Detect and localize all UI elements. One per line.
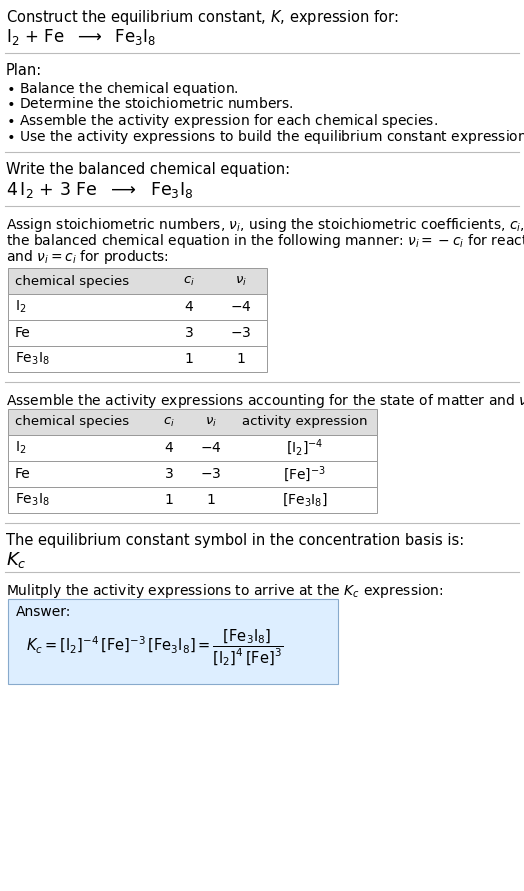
- Text: 1: 1: [236, 352, 245, 366]
- Text: chemical species: chemical species: [15, 415, 129, 429]
- Text: Fe: Fe: [15, 467, 31, 481]
- Text: $\bullet$ Determine the stoichiometric numbers.: $\bullet$ Determine the stoichiometric n…: [6, 96, 293, 111]
- Text: $\bullet$ Balance the chemical equation.: $\bullet$ Balance the chemical equation.: [6, 80, 239, 98]
- Bar: [8, 487, 377, 513]
- Text: the balanced chemical equation in the following manner: $\nu_i = -c_i$ for react: the balanced chemical equation in the fo…: [6, 232, 524, 250]
- Bar: [8, 346, 267, 372]
- Text: $-4$: $-4$: [200, 441, 222, 455]
- Text: Answer:: Answer:: [16, 605, 71, 619]
- Text: $\nu_i$: $\nu_i$: [235, 274, 247, 288]
- Text: 4: 4: [165, 441, 173, 455]
- Text: Assemble the activity expressions accounting for the state of matter and $\nu_i$: Assemble the activity expressions accoun…: [6, 392, 524, 410]
- Text: $[\mathrm{Fe}]^{-3}$: $[\mathrm{Fe}]^{-3}$: [283, 464, 326, 484]
- Text: $-4$: $-4$: [230, 300, 252, 314]
- Text: $K_c$: $K_c$: [6, 550, 27, 570]
- Text: activity expression: activity expression: [242, 415, 367, 429]
- Text: Fe: Fe: [15, 326, 31, 340]
- Text: $\bullet$ Assemble the activity expression for each chemical species.: $\bullet$ Assemble the activity expressi…: [6, 112, 438, 130]
- Bar: [8, 409, 377, 435]
- Text: The equilibrium constant symbol in the concentration basis is:: The equilibrium constant symbol in the c…: [6, 533, 464, 548]
- Text: and $\nu_i = c_i$ for products:: and $\nu_i = c_i$ for products:: [6, 248, 169, 266]
- Text: 1: 1: [165, 493, 173, 507]
- Text: Write the balanced chemical equation:: Write the balanced chemical equation:: [6, 162, 290, 177]
- Text: $-3$: $-3$: [200, 467, 222, 481]
- Bar: [8, 435, 377, 461]
- Text: $\mathrm{Fe_3I_8}$: $\mathrm{Fe_3I_8}$: [15, 351, 50, 367]
- Text: $\mathrm{I_2}$: $\mathrm{I_2}$: [15, 298, 26, 315]
- Text: $\mathrm{I_2}$ + Fe  $\longrightarrow$  $\mathrm{Fe_3I_8}$: $\mathrm{I_2}$ + Fe $\longrightarrow$ $\…: [6, 27, 156, 47]
- Text: $-3$: $-3$: [231, 326, 252, 340]
- Bar: [8, 461, 377, 487]
- Text: 1: 1: [184, 352, 193, 366]
- Text: Construct the equilibrium constant, $K$, expression for:: Construct the equilibrium constant, $K$,…: [6, 8, 399, 27]
- Text: $[\mathrm{Fe_3I_8}]$: $[\mathrm{Fe_3I_8}]$: [281, 492, 328, 509]
- Text: $K_c = [\mathrm{I_2}]^{-4}\,[\mathrm{Fe}]^{-3}\,[\mathrm{Fe_3I_8}] = \dfrac{[\ma: $K_c = [\mathrm{I_2}]^{-4}\,[\mathrm{Fe}…: [26, 627, 283, 667]
- Text: $c_i$: $c_i$: [163, 415, 175, 429]
- Bar: [8, 320, 267, 346]
- Text: 3: 3: [184, 326, 193, 340]
- FancyBboxPatch shape: [8, 599, 338, 684]
- Text: Mulitply the activity expressions to arrive at the $K_c$ expression:: Mulitply the activity expressions to arr…: [6, 582, 443, 600]
- Text: $[\mathrm{I_2}]^{-4}$: $[\mathrm{I_2}]^{-4}$: [286, 437, 323, 458]
- Bar: [8, 294, 267, 320]
- Text: Assign stoichiometric numbers, $\nu_i$, using the stoichiometric coefficients, $: Assign stoichiometric numbers, $\nu_i$, …: [6, 216, 524, 234]
- Text: $\nu_i$: $\nu_i$: [205, 415, 217, 429]
- Text: 4: 4: [184, 300, 193, 314]
- Text: 3: 3: [165, 467, 173, 481]
- Bar: [8, 268, 267, 294]
- Text: $4\,\mathrm{I_2}$ + $3$ Fe  $\longrightarrow$  $\mathrm{Fe_3I_8}$: $4\,\mathrm{I_2}$ + $3$ Fe $\longrightar…: [6, 180, 193, 200]
- Text: 1: 1: [206, 493, 215, 507]
- Text: $c_i$: $c_i$: [183, 274, 195, 288]
- Text: chemical species: chemical species: [15, 274, 129, 288]
- Text: $\bullet$ Use the activity expressions to build the equilibrium constant express: $\bullet$ Use the activity expressions t…: [6, 128, 524, 146]
- Text: Plan:: Plan:: [6, 63, 42, 78]
- Text: $\mathrm{I_2}$: $\mathrm{I_2}$: [15, 440, 26, 456]
- Text: $\mathrm{Fe_3I_8}$: $\mathrm{Fe_3I_8}$: [15, 492, 50, 508]
